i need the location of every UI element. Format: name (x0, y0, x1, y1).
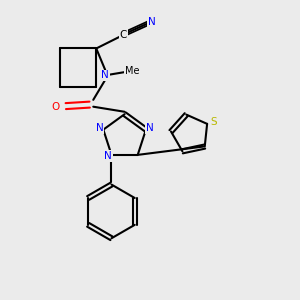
Text: N: N (146, 123, 153, 133)
Text: C: C (119, 30, 127, 40)
Text: N: N (96, 123, 103, 133)
Text: O: O (52, 102, 60, 112)
Text: S: S (210, 117, 217, 128)
Text: N: N (104, 151, 112, 161)
Text: Me: Me (125, 66, 139, 76)
Text: N: N (148, 16, 155, 27)
Text: N: N (101, 70, 109, 80)
